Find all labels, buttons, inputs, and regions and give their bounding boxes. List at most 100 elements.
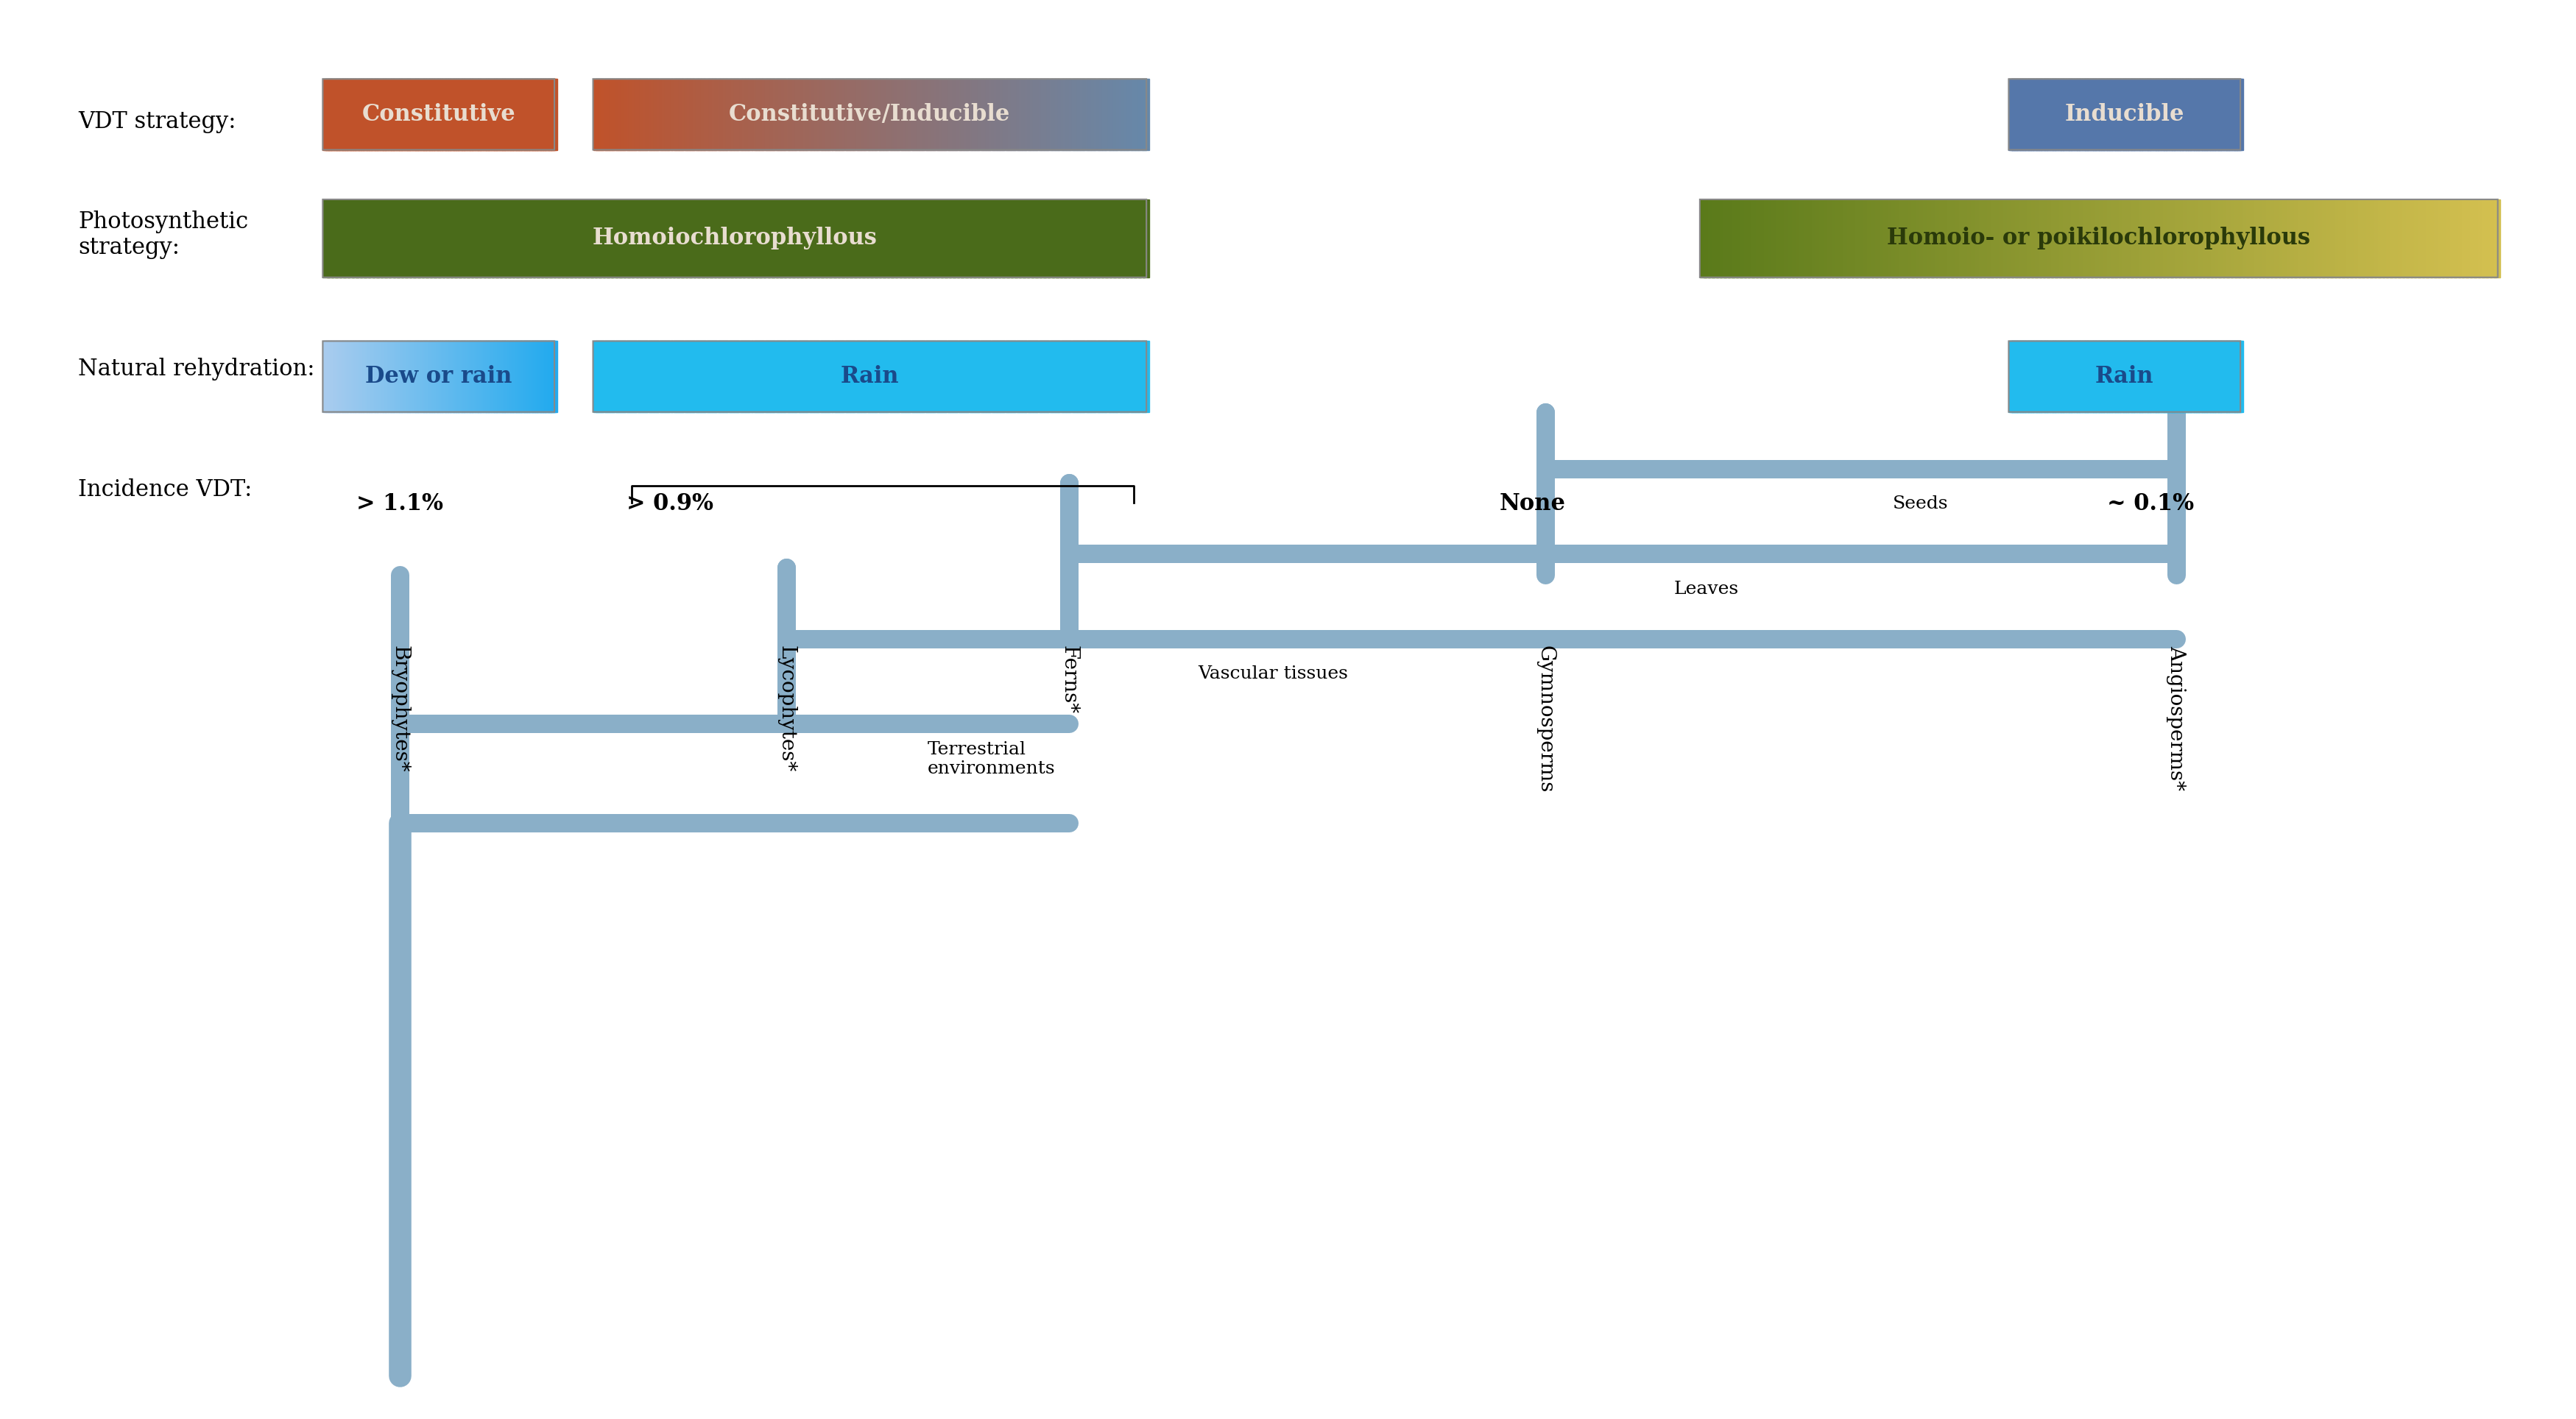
Bar bbox=[2102, 341, 2107, 412]
Bar bbox=[2159, 341, 2161, 412]
Bar bbox=[1747, 200, 1754, 277]
Bar bbox=[399, 341, 402, 412]
Bar bbox=[1038, 200, 1046, 277]
Bar bbox=[629, 200, 634, 277]
Bar bbox=[484, 79, 487, 150]
Bar bbox=[420, 341, 422, 412]
Bar bbox=[850, 341, 855, 412]
Bar bbox=[507, 200, 515, 277]
Bar bbox=[742, 79, 747, 150]
Bar bbox=[2056, 341, 2061, 412]
Bar bbox=[863, 341, 871, 412]
Bar bbox=[1783, 200, 1790, 277]
Bar bbox=[2009, 341, 2012, 412]
Bar bbox=[2117, 79, 2120, 150]
Text: Rain: Rain bbox=[840, 365, 899, 387]
Bar bbox=[2136, 79, 2138, 150]
Bar bbox=[2437, 200, 2445, 277]
Bar bbox=[1095, 341, 1100, 412]
Bar bbox=[2151, 341, 2156, 412]
Bar bbox=[1074, 341, 1079, 412]
Bar bbox=[912, 200, 920, 277]
Bar bbox=[2025, 79, 2030, 150]
Bar bbox=[546, 341, 549, 412]
Bar bbox=[909, 341, 914, 412]
Bar bbox=[513, 79, 515, 150]
Bar bbox=[2050, 79, 2053, 150]
Bar bbox=[2063, 200, 2069, 277]
Bar bbox=[1100, 79, 1105, 150]
Bar bbox=[325, 341, 327, 412]
Bar bbox=[719, 79, 724, 150]
Bar bbox=[515, 79, 520, 150]
Bar bbox=[1795, 200, 1803, 277]
Bar bbox=[363, 341, 368, 412]
Bar bbox=[708, 79, 714, 150]
Bar bbox=[840, 341, 845, 412]
Bar bbox=[1899, 200, 1906, 277]
Text: Terrestrial
environments: Terrestrial environments bbox=[927, 741, 1056, 778]
Bar bbox=[350, 79, 353, 150]
Bar bbox=[1048, 200, 1054, 277]
Bar bbox=[2143, 79, 2146, 150]
Bar bbox=[2035, 200, 2043, 277]
Bar bbox=[2494, 200, 2501, 277]
Bar bbox=[399, 341, 402, 412]
Bar bbox=[688, 341, 693, 412]
Bar bbox=[2053, 341, 2056, 412]
Bar bbox=[2445, 200, 2452, 277]
Bar bbox=[719, 341, 724, 412]
Bar bbox=[366, 341, 368, 412]
Bar bbox=[2141, 341, 2146, 412]
Bar bbox=[672, 79, 677, 150]
Bar bbox=[477, 341, 479, 412]
Bar bbox=[2187, 341, 2190, 412]
Bar bbox=[1708, 200, 1716, 277]
Bar bbox=[1118, 341, 1123, 412]
Bar bbox=[804, 79, 809, 150]
Bar bbox=[2087, 79, 2089, 150]
Bar bbox=[2200, 79, 2205, 150]
Bar bbox=[554, 200, 559, 277]
Bar bbox=[1788, 200, 1793, 277]
Bar bbox=[724, 79, 729, 150]
Bar bbox=[446, 341, 451, 412]
Bar bbox=[2012, 79, 2017, 150]
Bar bbox=[343, 341, 348, 412]
Bar bbox=[2076, 79, 2079, 150]
Bar bbox=[1141, 200, 1149, 277]
Bar bbox=[453, 341, 456, 412]
Bar bbox=[384, 341, 386, 412]
Bar bbox=[2164, 341, 2166, 412]
Bar bbox=[2143, 341, 2146, 412]
Bar bbox=[2169, 341, 2172, 412]
Bar bbox=[330, 341, 335, 412]
Bar bbox=[732, 200, 737, 277]
Bar bbox=[528, 79, 531, 150]
Bar bbox=[714, 79, 721, 150]
Bar bbox=[878, 79, 884, 150]
Bar bbox=[2087, 341, 2092, 412]
Bar bbox=[605, 79, 611, 150]
Bar bbox=[2172, 341, 2174, 412]
Bar bbox=[495, 200, 502, 277]
Bar bbox=[920, 200, 927, 277]
Bar bbox=[636, 341, 641, 412]
Bar bbox=[613, 341, 618, 412]
Bar bbox=[2321, 200, 2329, 277]
Bar bbox=[433, 79, 435, 150]
Bar bbox=[2058, 79, 2061, 150]
Bar bbox=[2066, 79, 2069, 150]
Bar bbox=[889, 79, 894, 150]
Bar bbox=[781, 200, 786, 277]
Bar bbox=[2058, 341, 2061, 412]
Bar bbox=[2117, 341, 2120, 412]
Bar bbox=[1069, 200, 1074, 277]
Bar bbox=[523, 341, 526, 412]
Bar bbox=[474, 79, 477, 150]
Bar bbox=[688, 79, 693, 150]
Bar bbox=[899, 79, 907, 150]
Bar bbox=[1780, 200, 1785, 277]
Bar bbox=[518, 79, 523, 150]
Bar bbox=[2184, 79, 2187, 150]
